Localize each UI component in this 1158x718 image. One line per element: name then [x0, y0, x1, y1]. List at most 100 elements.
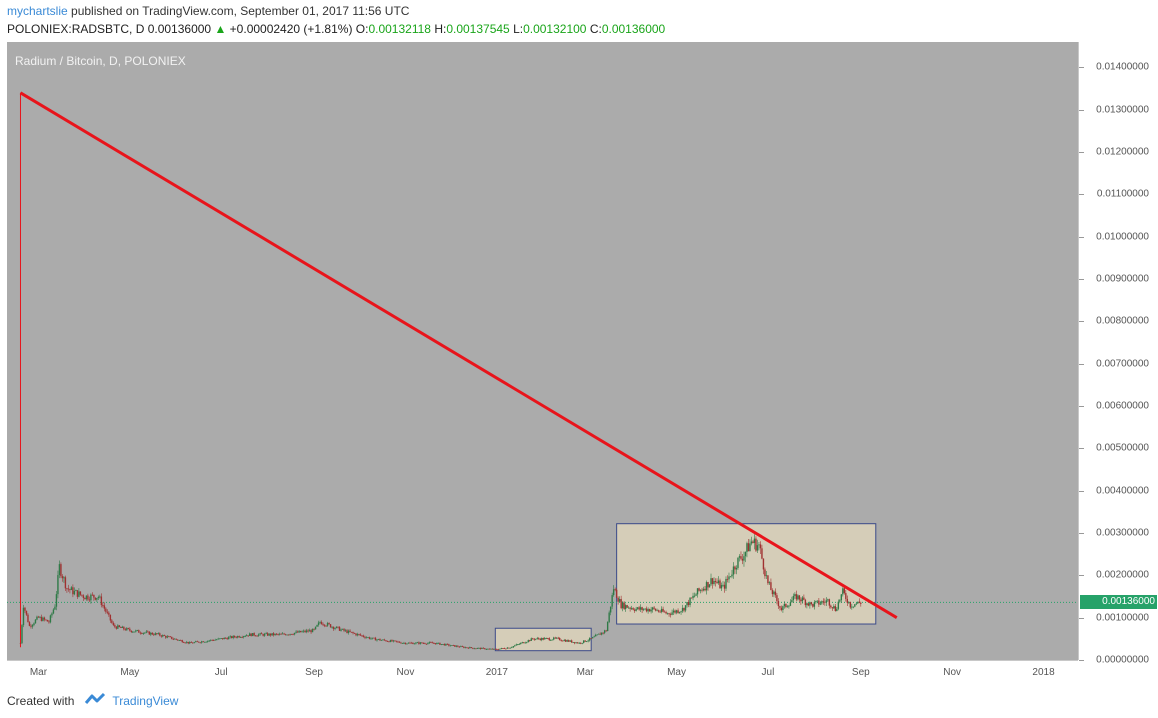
candle-body — [542, 638, 544, 640]
candle-body — [436, 642, 438, 645]
y-tick-mark — [1079, 533, 1084, 534]
candle-body — [788, 605, 790, 607]
author-link[interactable]: mychartslie — [7, 4, 68, 18]
candle-body — [463, 646, 465, 648]
candle-body — [602, 632, 604, 634]
candle-body — [349, 630, 351, 632]
candle-body — [584, 640, 586, 642]
price-chart[interactable] — [7, 42, 1078, 660]
candle-body — [547, 638, 549, 639]
candle-body — [497, 649, 500, 651]
y-tick-label: 0.00100000 — [1096, 612, 1149, 624]
candle-body — [52, 609, 55, 614]
candle-body — [565, 639, 567, 642]
candle-body — [541, 638, 543, 641]
candle-body — [305, 630, 308, 633]
x-tick-label: Nov — [943, 667, 962, 678]
candle-body — [268, 633, 270, 636]
candle-body — [633, 609, 636, 611]
candle-body — [214, 639, 216, 641]
candle-body — [132, 631, 134, 633]
candle-body — [460, 646, 462, 648]
candle-body — [544, 638, 546, 640]
candle-body — [517, 644, 519, 646]
candle-body — [88, 599, 91, 601]
candle-body — [734, 566, 736, 570]
candle-body — [332, 626, 335, 629]
candle-body — [627, 607, 630, 609]
candle-body — [487, 648, 489, 650]
candle-body — [539, 638, 541, 641]
candle-body — [70, 587, 73, 590]
candle-body — [845, 593, 847, 599]
change-text: +0.00002420 (+1.81%) — [229, 22, 353, 36]
candle-body — [503, 648, 506, 650]
candle-body — [361, 635, 363, 637]
candle-body — [644, 608, 646, 610]
candle-body — [325, 625, 327, 627]
candle-body — [199, 642, 201, 644]
chart-plot-area[interactable]: Radium / Bitcoin, D, POLONIEX — [7, 42, 1078, 660]
candle-body — [49, 615, 52, 623]
candle-body — [404, 642, 407, 645]
candle-body — [559, 638, 561, 641]
candle-body — [193, 642, 195, 644]
tradingview-logo-icon[interactable] — [84, 692, 106, 709]
candle-body — [630, 608, 633, 609]
candle-body — [611, 595, 613, 607]
candle-body — [624, 605, 627, 609]
candle-body — [257, 634, 260, 636]
candle-body — [210, 639, 212, 641]
time-axis[interactable]: Mar May Jul Sep Nov 2017 Mar May Jul Sep Nov 2018 — [7, 660, 1078, 685]
chart-title: Radium / Bitcoin, D, POLONIEX — [15, 54, 186, 68]
candle-body — [253, 633, 255, 636]
candle-body — [491, 648, 494, 650]
candle-body — [581, 642, 583, 644]
candle-body — [109, 614, 112, 621]
candle-body — [849, 601, 852, 608]
x-tick-label: Mar — [576, 667, 594, 678]
candle-body — [301, 631, 303, 633]
candle-body — [647, 609, 649, 612]
candle-body — [674, 610, 676, 613]
candle-body — [588, 638, 591, 641]
candle-body — [550, 640, 552, 641]
y-tick-label: 0.00300000 — [1096, 527, 1149, 539]
candle-body — [183, 642, 185, 643]
candle-body — [186, 641, 188, 643]
candle-body — [792, 595, 795, 601]
candle-body — [689, 597, 691, 606]
candle-body — [424, 643, 426, 645]
candle-body — [292, 634, 294, 636]
candle-body — [596, 634, 598, 636]
candle-body — [145, 631, 148, 633]
candle-body — [800, 599, 802, 602]
candle-body — [653, 607, 655, 609]
candle-body — [726, 578, 729, 580]
candle-body — [764, 569, 766, 577]
candle-body — [328, 623, 330, 625]
x-tick-label: Sep — [305, 667, 323, 678]
candle-body — [142, 632, 145, 634]
candle-body — [666, 613, 669, 615]
y-tick-mark — [1079, 194, 1084, 196]
candle-body — [27, 614, 29, 623]
candle-body — [514, 645, 516, 647]
candle-body — [690, 597, 693, 599]
candle-body — [780, 607, 783, 611]
tradingview-brand-link[interactable]: TradingView — [112, 693, 179, 708]
price-axis[interactable]: 0.01400000 0.01300000 0.01200000 0.01100000… — [1078, 42, 1158, 666]
candle-body — [350, 631, 353, 633]
candle-body — [511, 647, 513, 649]
candle-body — [448, 644, 450, 646]
candle-body — [789, 602, 792, 606]
candle-body — [663, 611, 666, 613]
candle-body — [377, 638, 380, 640]
candle-body — [851, 606, 853, 608]
candle-body — [67, 588, 70, 590]
candle-body — [190, 642, 192, 643]
candle-body — [364, 636, 366, 638]
candle-body — [720, 585, 723, 589]
candle-body — [302, 630, 305, 632]
candle-body — [759, 544, 762, 549]
